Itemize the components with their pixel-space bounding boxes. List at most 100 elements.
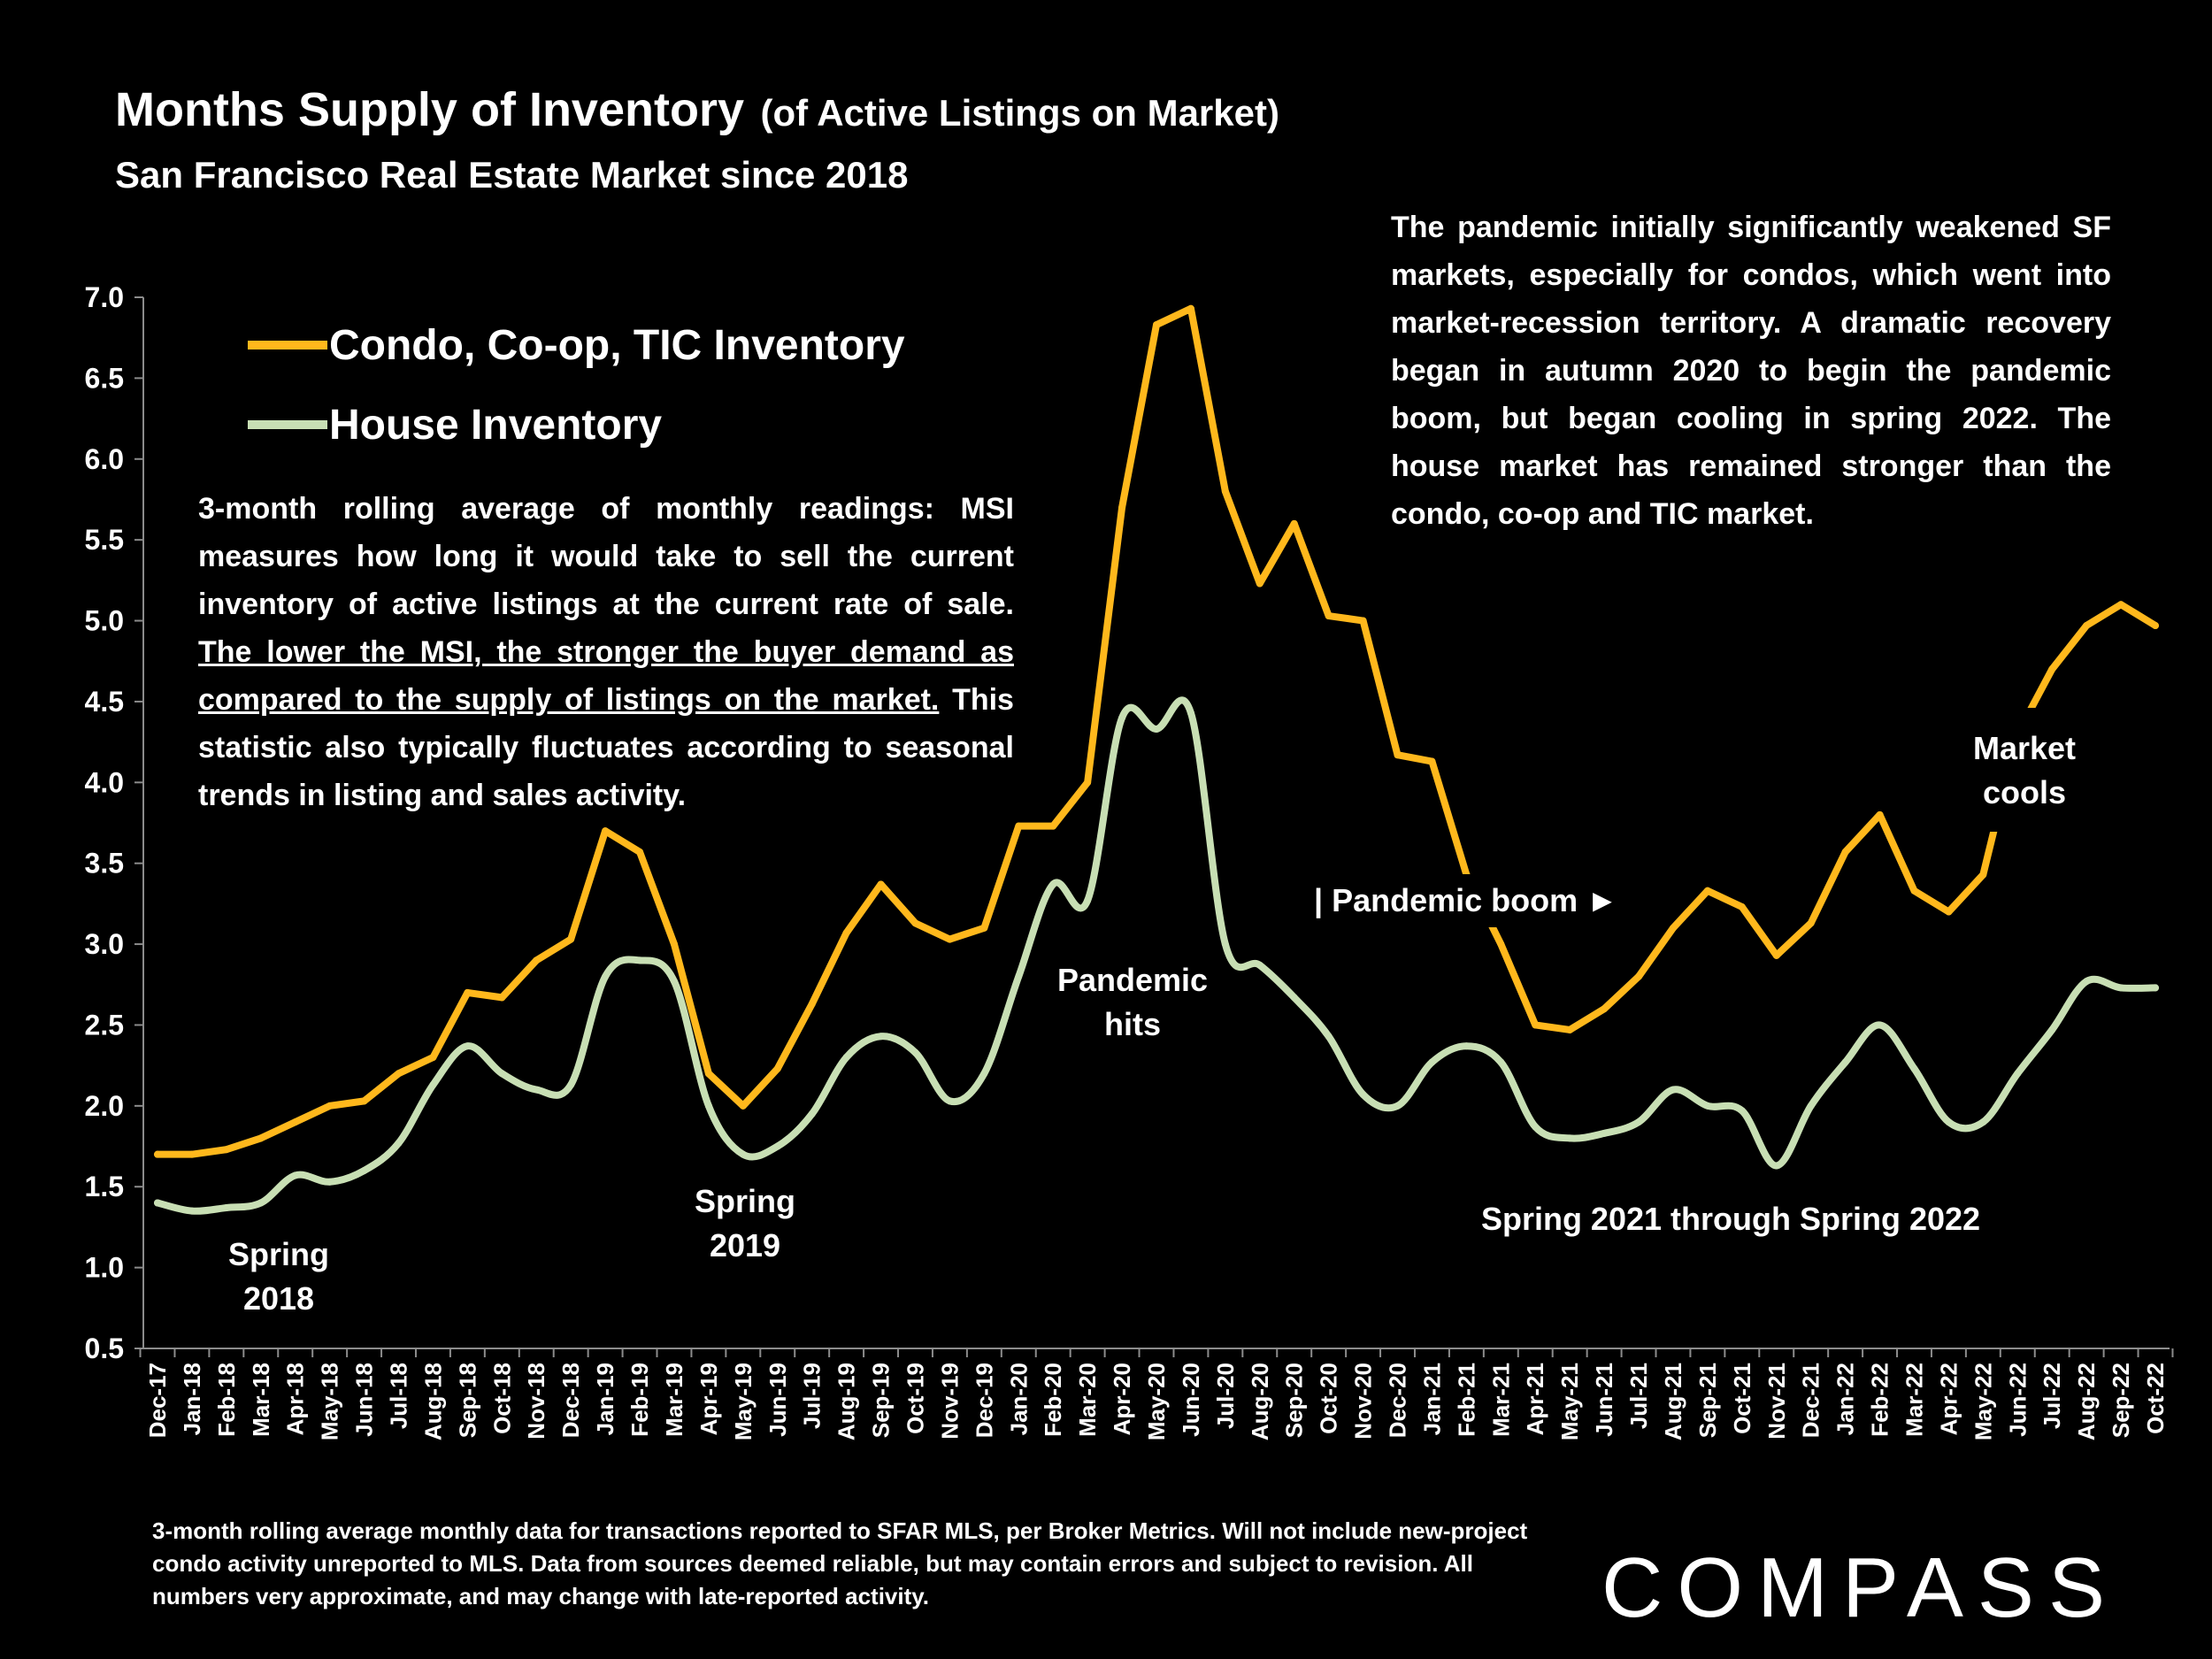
data-point-condo xyxy=(1635,972,1643,980)
x-tick-label: Mar-21 xyxy=(1487,1363,1514,1437)
data-point-house xyxy=(1669,1086,1677,1094)
data-point-house xyxy=(1428,1058,1436,1066)
x-tick-label: Jul-22 xyxy=(2039,1363,2065,1429)
data-point-condo xyxy=(188,1150,196,1158)
data-point-condo xyxy=(533,956,541,964)
data-point-condo xyxy=(1910,887,1918,895)
data-point-condo xyxy=(257,1134,265,1142)
data-point-house xyxy=(980,1070,988,1078)
legend-label-condo: Condo, Co-op, TIC Inventory xyxy=(329,322,905,369)
x-tick-label: Oct-20 xyxy=(1316,1363,1342,1434)
x-tick-label: Sep-19 xyxy=(868,1363,895,1438)
data-point-house xyxy=(1118,714,1126,722)
data-point-house xyxy=(395,1139,403,1147)
data-point-condo xyxy=(1601,1005,1609,1013)
annotation-spring-2019-line2: 2019 xyxy=(710,1227,780,1263)
x-tick-label: Aug-18 xyxy=(419,1363,446,1440)
data-point-house xyxy=(533,1086,541,1094)
data-point-house xyxy=(1807,1102,1815,1110)
x-tick-label: Oct-22 xyxy=(2142,1363,2169,1434)
data-point-condo xyxy=(1876,810,1884,818)
data-point-house xyxy=(1015,972,1023,980)
x-tick-label: Jan-20 xyxy=(1005,1363,1032,1435)
data-point-house xyxy=(257,1199,265,1207)
data-point-house xyxy=(1290,994,1298,1002)
data-point-condo xyxy=(429,1054,437,1062)
data-point-condo xyxy=(1084,779,1092,787)
data-point-house xyxy=(326,1178,334,1186)
data-point-house xyxy=(1738,1107,1746,1115)
data-point-condo xyxy=(498,994,506,1002)
data-point-condo xyxy=(1841,848,1849,856)
data-point-condo xyxy=(1290,519,1298,527)
data-point-condo xyxy=(567,935,575,943)
data-point-condo xyxy=(1049,822,1057,830)
y-tick-label: 7.0 xyxy=(85,281,124,313)
data-point-condo xyxy=(2083,622,2091,630)
data-point-condo xyxy=(395,1070,403,1078)
x-tick-label: Oct-18 xyxy=(488,1363,515,1434)
data-point-condo xyxy=(1118,503,1126,511)
x-tick-label: Jun-20 xyxy=(1178,1363,1204,1437)
x-tick-label: Oct-21 xyxy=(1729,1363,1755,1434)
data-point-house xyxy=(222,1203,230,1211)
data-point-house xyxy=(1772,1162,1780,1170)
data-point-house xyxy=(739,1150,747,1158)
x-tick-label: Apr-18 xyxy=(282,1363,309,1435)
data-point-house xyxy=(291,1171,299,1179)
annotation-spring-2019-line1: Spring xyxy=(695,1183,795,1219)
data-point-house xyxy=(636,956,644,964)
x-tick-label: Feb-19 xyxy=(626,1363,653,1437)
description-left: 3-month rolling average of monthly readi… xyxy=(198,485,1014,819)
description-left-intro: 3-month rolling average of monthly readi… xyxy=(198,492,1014,621)
data-point-condo xyxy=(464,988,472,996)
data-point-house xyxy=(1049,880,1057,888)
data-point-house xyxy=(1394,1102,1402,1110)
x-tick-label: Aug-20 xyxy=(1247,1363,1273,1440)
data-point-house xyxy=(464,1042,472,1050)
x-tick-label: Jun-21 xyxy=(1591,1363,1617,1437)
data-point-condo xyxy=(1497,941,1505,949)
x-tick-label: Jan-19 xyxy=(592,1363,618,1435)
compass-logo: COMPASS xyxy=(1601,1540,2119,1635)
x-tick-label: Mar-19 xyxy=(661,1363,687,1437)
data-point-condo xyxy=(360,1097,368,1105)
annotation-pandemic-hits-line2: hits xyxy=(1104,1006,1161,1042)
x-tick-label: Nov-19 xyxy=(936,1363,963,1440)
x-tick-label: Feb-20 xyxy=(1040,1363,1066,1437)
y-tick-label: 2.5 xyxy=(85,1009,124,1041)
data-point-house xyxy=(2117,984,2125,992)
data-point-condo xyxy=(326,1102,334,1110)
data-point-house xyxy=(1221,941,1229,949)
data-point-condo xyxy=(2048,665,2056,673)
y-tick-label: 4.5 xyxy=(85,686,124,718)
x-tick-label: Mar-20 xyxy=(1074,1363,1101,1437)
annotation-spring-2018-line1: Spring xyxy=(228,1236,329,1272)
data-point-condo xyxy=(1256,580,1263,588)
x-tick-label: Jun-22 xyxy=(2004,1363,2031,1437)
data-point-condo xyxy=(1428,757,1436,765)
data-point-house xyxy=(188,1207,196,1215)
data-point-house xyxy=(1601,1129,1609,1137)
data-point-condo xyxy=(291,1118,299,1126)
x-tick-label: Aug-22 xyxy=(2073,1363,2100,1440)
data-point-condo xyxy=(1015,822,1023,830)
annotation-spring-2018-line2: 2018 xyxy=(243,1280,314,1317)
x-tick-label: Oct-19 xyxy=(902,1363,928,1434)
x-tick-label: Nov-18 xyxy=(523,1363,549,1440)
data-point-condo xyxy=(222,1146,230,1154)
data-point-house xyxy=(602,972,610,980)
data-point-house xyxy=(2083,978,2091,986)
x-tick-label: Jun-18 xyxy=(351,1363,378,1437)
x-tick-label: May-20 xyxy=(1143,1363,1170,1440)
data-point-house xyxy=(1359,1091,1367,1099)
chart-subtitle: San Francisco Real Estate Market since 2… xyxy=(115,154,908,196)
x-tick-label: Sep-21 xyxy=(1694,1363,1721,1438)
x-tick-label: May-18 xyxy=(317,1363,343,1440)
data-point-condo xyxy=(739,1102,747,1110)
x-tick-label: May-22 xyxy=(1970,1363,1996,1440)
y-tick-label: 1.0 xyxy=(85,1252,124,1284)
x-tick-label: Dec-19 xyxy=(971,1363,997,1438)
data-point-condo xyxy=(1532,1021,1540,1029)
data-point-house xyxy=(808,1110,816,1118)
